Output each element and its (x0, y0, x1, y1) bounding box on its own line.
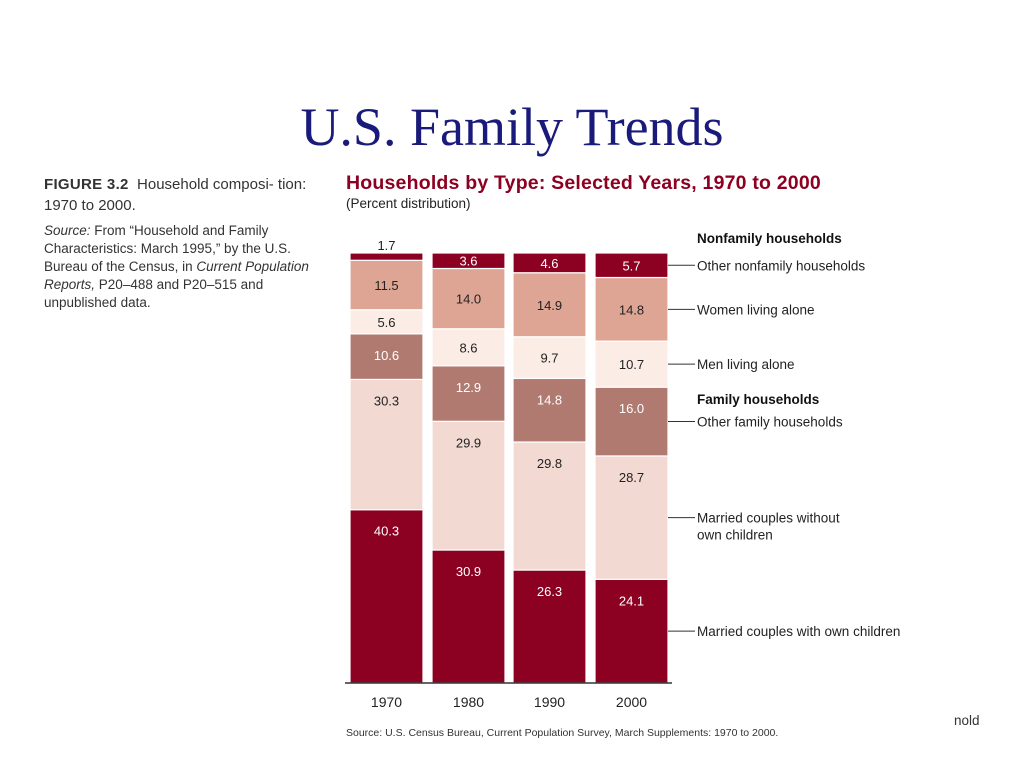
bar-segment-1990-women-living-alone (512, 272, 587, 338)
value-label: 3.6 (459, 254, 477, 269)
value-label: 9.7 (540, 351, 558, 366)
value-label: 30.3 (374, 393, 399, 408)
source-text-1: From “Household and Family Characteristi… (44, 223, 291, 274)
figure-caption: FIGURE 3.2 Household composi- tion: 1970… (44, 174, 334, 312)
value-label: 10.6 (374, 348, 399, 363)
figure-description: Household composi- tion: 1970 to 2000. (44, 176, 307, 214)
bar-segment-1990-other-nonfamily-households (512, 252, 587, 274)
figure-label: FIGURE 3.2 (44, 176, 129, 193)
chart-subtitle: (Percent distribution) (346, 196, 471, 211)
bar-segment-1980-married-couples-without-own-children (431, 420, 506, 551)
bar-segment-1970-married-couples-without-own-children (349, 378, 424, 511)
value-label: 8.6 (459, 340, 477, 355)
legend-label-other-nonfamily-households: Other nonfamily households (697, 258, 865, 273)
figure-source: Source: From “Household and Family Chara… (44, 222, 334, 312)
legend-label-women-living-alone: Women living alone (697, 302, 815, 317)
value-label: 10.7 (619, 357, 644, 372)
source-italic: Current Population Reports, (44, 259, 309, 292)
slide-title: U.S. Family Trends (300, 97, 724, 157)
value-label: 40.3 (374, 524, 399, 539)
value-label: 4.6 (540, 256, 558, 271)
source-text-2: P20–488 and P20–515 and unpublished data… (44, 277, 264, 310)
x-tick-label: 1970 (371, 694, 402, 710)
bar-segment-2000-men-living-alone (594, 340, 669, 388)
legend-group-nonfamily: Nonfamily households (697, 231, 842, 246)
legend-label-married-couples-with-own-children: Married couples with own children (697, 624, 900, 639)
source-label: Source: (44, 223, 91, 238)
bar-segment-2000-women-living-alone (594, 276, 669, 342)
bar-segment-2000-other-family-households (594, 386, 669, 457)
value-label: 26.3 (537, 584, 562, 599)
value-label: 12.9 (456, 380, 481, 395)
value-label: 14.0 (456, 292, 481, 307)
bar-segment-1970-other-nonfamily-households (349, 252, 424, 261)
bar-segment-1970-men-living-alone (349, 309, 424, 335)
chart-source: Source: U.S. Census Bureau, Current Popu… (346, 727, 779, 739)
value-label: 14.8 (619, 302, 644, 317)
value-label: 5.6 (377, 315, 395, 330)
bar-segment-1980-other-family-households (431, 365, 506, 422)
bar-segment-1990-married-couples-without-own-children (512, 441, 587, 571)
bar-segment-1970-other-family-households (349, 333, 424, 381)
bar-segment-1990-married-couples-with-own-children (512, 569, 587, 684)
bar-segment-1990-other-family-households (512, 377, 587, 443)
legend-group-family: Family households (697, 392, 819, 407)
value-label: 1.7 (377, 238, 395, 253)
legend-label-other-family-households: Other family households (697, 415, 843, 430)
bar-segment-2000-married-couples-without-own-children (594, 455, 669, 580)
value-label: 5.7 (622, 258, 640, 273)
value-label: 24.1 (619, 593, 644, 608)
stray-text: nold (954, 713, 980, 728)
x-tick-label: 1990 (534, 694, 565, 710)
legend-label-married-couples-without-own-children: Married couples without own children (697, 511, 840, 543)
value-label: 29.8 (537, 456, 562, 471)
x-tick-label: 2000 (616, 694, 647, 710)
bar-segment-1980-women-living-alone (431, 267, 506, 330)
x-tick-label: 1980 (453, 694, 484, 710)
value-label: 16.0 (619, 401, 644, 416)
bar-segment-1980-other-nonfamily-households (431, 252, 506, 270)
legend-label-men-living-alone: Men living alone (697, 357, 795, 372)
chart-title: Households by Type: Selected Years, 1970… (346, 172, 821, 194)
value-label: 11.5 (374, 278, 398, 293)
value-label: 30.9 (456, 564, 481, 579)
value-label: 28.7 (619, 470, 644, 485)
value-label: 29.9 (456, 435, 481, 450)
value-label: 14.9 (537, 298, 562, 313)
figure-text: FIGURE 3.2 Household composi- tion: 1970… (44, 174, 334, 216)
value-label: 14.8 (537, 392, 562, 407)
